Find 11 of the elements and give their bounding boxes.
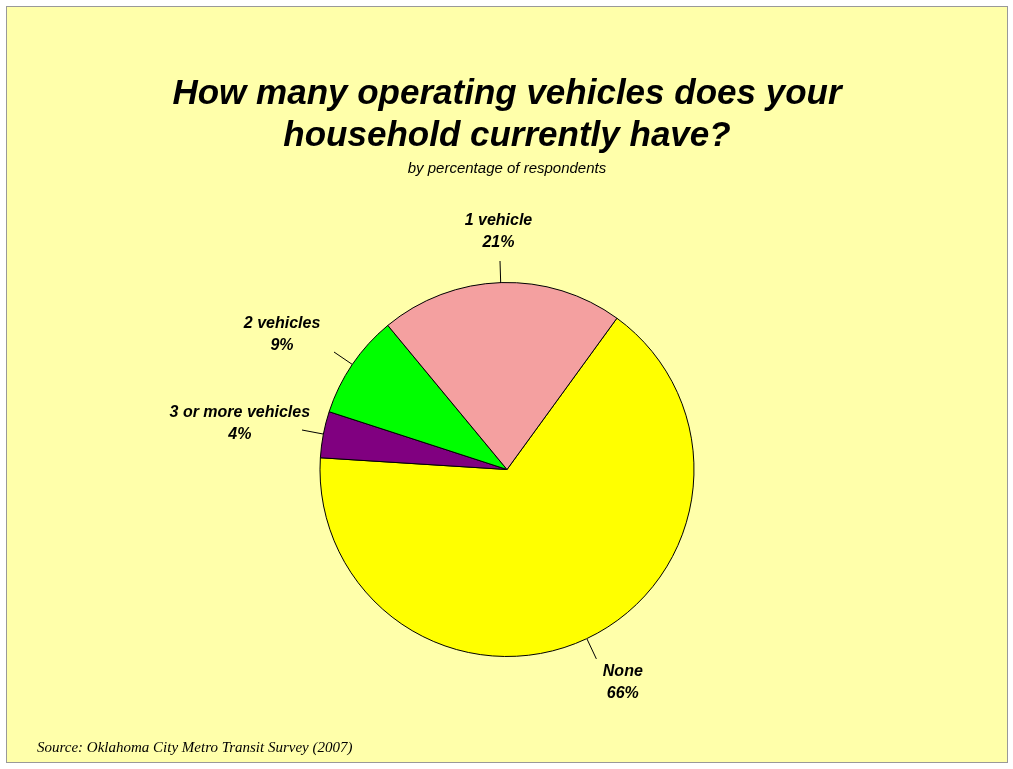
slice-label: 2 vehicles	[242, 314, 321, 332]
chart-subtitle: by percentage of respondents	[406, 159, 608, 176]
slice-label: 3 or more vehicles	[169, 403, 311, 421]
data-label: 9%	[270, 336, 294, 354]
data-label: 66%	[606, 683, 639, 701]
data-label: 21%	[481, 232, 515, 250]
slice-label: None	[602, 661, 643, 679]
source-note: Source: Oklahoma City Metro Transit Survey (2007)	[37, 739, 353, 756]
chart-title: How many operating vehicles does your household currently have?	[171, 71, 844, 155]
data-label: 4%	[227, 425, 252, 443]
slice-label: 1 vehicle	[464, 210, 533, 228]
